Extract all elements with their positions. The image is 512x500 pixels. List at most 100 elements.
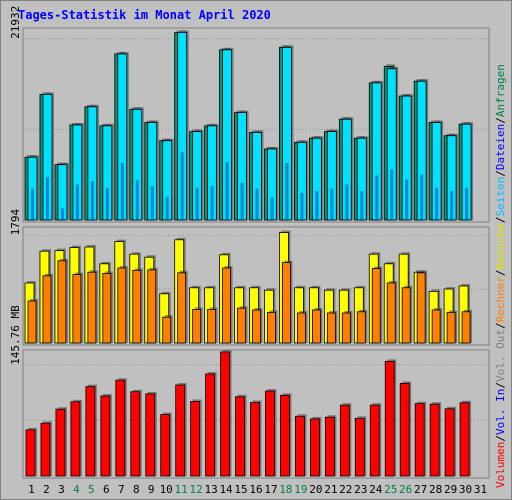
page-title: Tages-Statistik im Monat April 2020 [18, 8, 271, 22]
rechner-bar [431, 309, 441, 344]
volumen-bar [459, 402, 470, 477]
seiten-bar [225, 162, 229, 220]
side-legend-item: Seiten [494, 177, 507, 217]
seiten-bar [300, 192, 304, 220]
volumen-bar [175, 384, 186, 477]
x-tick-label: 14 [219, 483, 233, 496]
y-tick-label: 145.76 MB [9, 305, 22, 365]
volumen-bar [220, 351, 230, 477]
x-tick-label: 30 [459, 483, 472, 496]
side-legend-item: / [494, 269, 507, 276]
side-legend-item: / [494, 216, 507, 223]
x-tick-label: 26 [399, 483, 412, 496]
volumen-bar [354, 417, 365, 477]
seiten-bar [435, 187, 439, 220]
x-tick-label: 25 [384, 483, 397, 496]
seiten-bar [105, 187, 109, 220]
seiten-bar [195, 187, 199, 220]
x-tick-label: 2 [43, 483, 50, 496]
x-tick-label: 20 [309, 483, 322, 496]
y-tick-label: 1794 [9, 208, 22, 235]
side-legend: Volumen/Vol. In/Vol. Out/Rechner/Besuche… [494, 64, 507, 488]
rechner-bar [207, 308, 217, 344]
side-legend-item: / [494, 322, 507, 329]
x-tick-label: 3 [58, 483, 65, 496]
seiten-bar [390, 169, 394, 220]
volumen-bar [25, 429, 36, 477]
volumen-bar [145, 393, 156, 477]
rechner-bar [162, 316, 172, 344]
x-tick-label: 22 [339, 483, 352, 496]
x-tick-label: 19 [294, 483, 307, 496]
y-tick-label: 21932 [9, 6, 22, 39]
rechner-bar [252, 309, 261, 344]
x-tick-label: 16 [249, 483, 262, 496]
seiten-bar [31, 188, 34, 220]
seiten-bar [450, 191, 454, 220]
seiten-bar [180, 152, 184, 220]
volumen-bar [100, 395, 111, 477]
seiten-bar [135, 180, 139, 220]
volumen-bar [40, 422, 51, 477]
seiten-bar [420, 174, 424, 220]
rechner-bar [311, 309, 321, 344]
rechner-bar [416, 272, 426, 344]
volumen-bar [130, 391, 141, 477]
rechner-bar [326, 312, 336, 344]
volumen-bar [190, 401, 201, 477]
rechner-bar [147, 269, 157, 344]
side-legend-item: Anfragen [494, 64, 507, 117]
rechner-bar [461, 311, 471, 344]
seiten-bar [465, 187, 469, 220]
rechner-bar [192, 308, 202, 344]
seiten-bar [360, 191, 364, 220]
seiten-bar [210, 186, 214, 220]
x-tick-label: 5 [88, 483, 95, 496]
rechner-bar [87, 271, 97, 344]
x-tick-label: 27 [414, 483, 427, 496]
volumen-bar [70, 401, 81, 477]
x-tick-label: 13 [204, 483, 217, 496]
side-legend-item: Rechner [494, 276, 507, 323]
rechner-bar [446, 311, 456, 344]
volumen-bar [414, 403, 425, 477]
volumen-bar [235, 396, 245, 477]
rechner-bar [57, 260, 67, 344]
rechner-bar [386, 282, 396, 344]
x-tick-label: 15 [234, 483, 247, 496]
volumen-bar [55, 408, 66, 477]
x-tick-label: 23 [354, 483, 367, 496]
rechner-bar [42, 275, 52, 344]
volumen-bar [384, 360, 395, 477]
seiten-bar [405, 179, 409, 220]
side-legend-item: / [494, 435, 507, 442]
side-legend-item: Vol. In [494, 389, 507, 435]
x-tick-label: 4 [73, 483, 80, 496]
side-legend-item: Vol. Out [494, 329, 507, 382]
x-tick-label: 18 [279, 483, 292, 496]
x-tick-label: 24 [369, 483, 383, 496]
seiten-bar [240, 182, 244, 220]
seiten-bar [375, 175, 379, 220]
volumen-bar [250, 402, 260, 477]
x-tick-label: 12 [190, 483, 203, 496]
volumen-bar [280, 394, 290, 477]
seiten-bar [45, 177, 49, 220]
x-tick-label: 21 [324, 483, 337, 496]
seiten-bar [285, 163, 289, 220]
x-tick-label: 11 [175, 483, 188, 496]
rechner-bar [356, 311, 366, 344]
rechner-bar [341, 312, 351, 344]
rechner-bar [222, 267, 231, 344]
volumen-bar [324, 416, 335, 477]
volumen-bar [85, 386, 96, 477]
x-tick-label: 1 [28, 483, 35, 496]
side-legend-item: Volumen [494, 442, 507, 488]
volumen-bar [339, 404, 350, 477]
rechner-bar [282, 262, 291, 344]
seiten-bar [120, 163, 124, 220]
volumen-bar [444, 408, 455, 477]
rechner-bar [401, 287, 411, 344]
rechner-bar [371, 268, 381, 344]
